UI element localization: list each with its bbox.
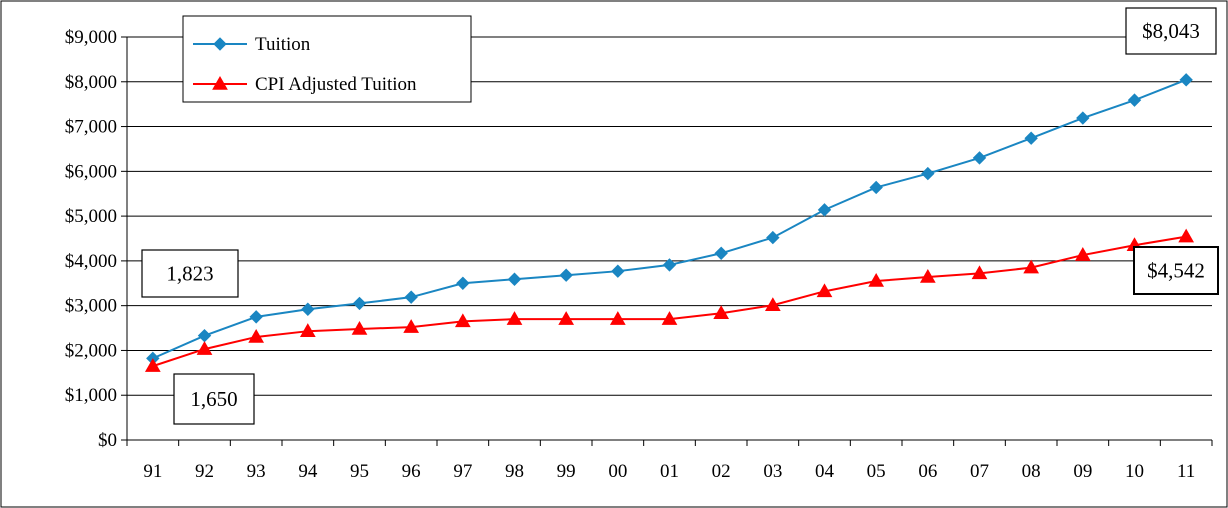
x-tick-label: 98 [505,461,524,482]
legend-marker [213,37,227,51]
x-tick-label: 99 [557,461,576,482]
data-point [506,311,523,325]
legend-label: CPI Adjusted Tuition [255,74,417,95]
callout-box [173,373,255,425]
x-tick-label: 04 [815,461,835,482]
x-tick-label: 00 [608,461,627,482]
data-point [1127,93,1142,107]
data-callout: 1,650 [173,373,255,425]
data-point [196,341,213,355]
data-point [1074,247,1091,261]
data-point [301,302,315,316]
data-callout: $8,043 [1125,7,1217,55]
data-point [662,258,677,272]
data-point [454,313,471,328]
data-point [919,269,936,283]
y-tick-label: $4,000 [65,251,117,272]
y-tick-label: $7,000 [65,117,117,138]
data-point [921,166,935,181]
y-tick-label: $5,000 [65,206,117,227]
data-point [559,268,573,282]
data-point [609,311,626,325]
data-point [972,151,987,165]
x-tick-label: 11 [1177,461,1195,482]
series-cpi-adjusted-tuition [144,228,1195,372]
callout-box [1125,7,1217,55]
legend: Tuition CPI Adjusted Tuition [182,15,472,103]
x-tick-label: 06 [918,461,937,482]
data-point [404,290,418,304]
x-tick-label: 09 [1073,461,1092,482]
series-layer [144,73,1195,372]
callout-label: $4,542 [1147,259,1205,283]
data-point [1178,228,1195,243]
data-point [352,296,367,311]
y-tick-label: $8,000 [65,72,117,93]
axes [126,37,1212,441]
x-tick-label: 03 [763,461,782,482]
legend-label: Tuition [255,34,311,55]
series-tuition [146,73,1193,366]
data-point [1024,131,1038,145]
legend-item: Tuition [193,34,311,55]
legend-item: CPI Adjusted Tuition [193,74,417,95]
y-tick-label: $1,000 [65,385,117,406]
data-point [817,203,832,217]
data-callout: $4,542 [1133,246,1219,295]
data-point [1076,111,1090,125]
x-axis-ticks: 91 92 93 94 95 96 97 98 99 00 01 02 03 04 05 06 07 08 09 10… [126,440,1213,482]
y-axis-ticks: $0 $1,000 $2,000 $3,000 $4,000 $5,000 $6,000 $7… [65,27,127,451]
data-point [144,358,161,372]
data-point [249,310,263,324]
data-point [299,323,316,337]
callout-box [1133,246,1219,295]
y-tick-label: $2,000 [65,340,117,361]
x-tick-label: 02 [712,461,731,482]
x-tick-label: 96 [402,461,421,482]
legend-marker [212,75,228,90]
data-point [611,264,625,278]
data-point [868,273,885,287]
callout-box [141,249,239,298]
data-point [766,230,780,245]
data-point [816,283,833,298]
x-tick-label: 10 [1125,461,1144,482]
data-callout: 1,823 [141,249,239,298]
x-tick-label: 01 [660,461,679,482]
data-point [714,246,728,260]
x-tick-label: 93 [247,461,266,482]
x-tick-label: 91 [143,461,162,482]
data-point [507,272,522,286]
data-point [1023,259,1040,274]
data-point [1179,73,1193,87]
data-point [764,297,781,311]
callout-label: $8,043 [1142,19,1200,43]
x-tick-label: 92 [195,461,214,482]
data-point [869,180,883,195]
legend-box [182,15,472,103]
data-point [403,319,420,333]
y-tick-label: $9,000 [65,27,117,48]
callout-label: 1,650 [190,387,237,411]
callouts: $8,043 $4,542 1,823 1,650 [141,7,1219,425]
x-tick-label: 95 [350,461,369,482]
data-point [558,311,575,325]
callout-label: 1,823 [166,262,213,286]
data-point [456,276,470,290]
data-point [661,311,678,325]
x-tick-label: 94 [298,461,318,482]
data-point [351,320,368,335]
x-tick-label: 97 [453,461,472,482]
x-tick-label: 07 [970,461,989,482]
data-point [713,305,730,320]
y-tick-label: $6,000 [65,161,117,182]
y-tick-label: $0 [98,430,117,451]
data-point [971,265,988,280]
x-tick-label: 05 [867,461,886,482]
data-point [248,329,265,343]
x-tick-label: 08 [1022,461,1041,482]
y-tick-label: $3,000 [65,296,117,317]
